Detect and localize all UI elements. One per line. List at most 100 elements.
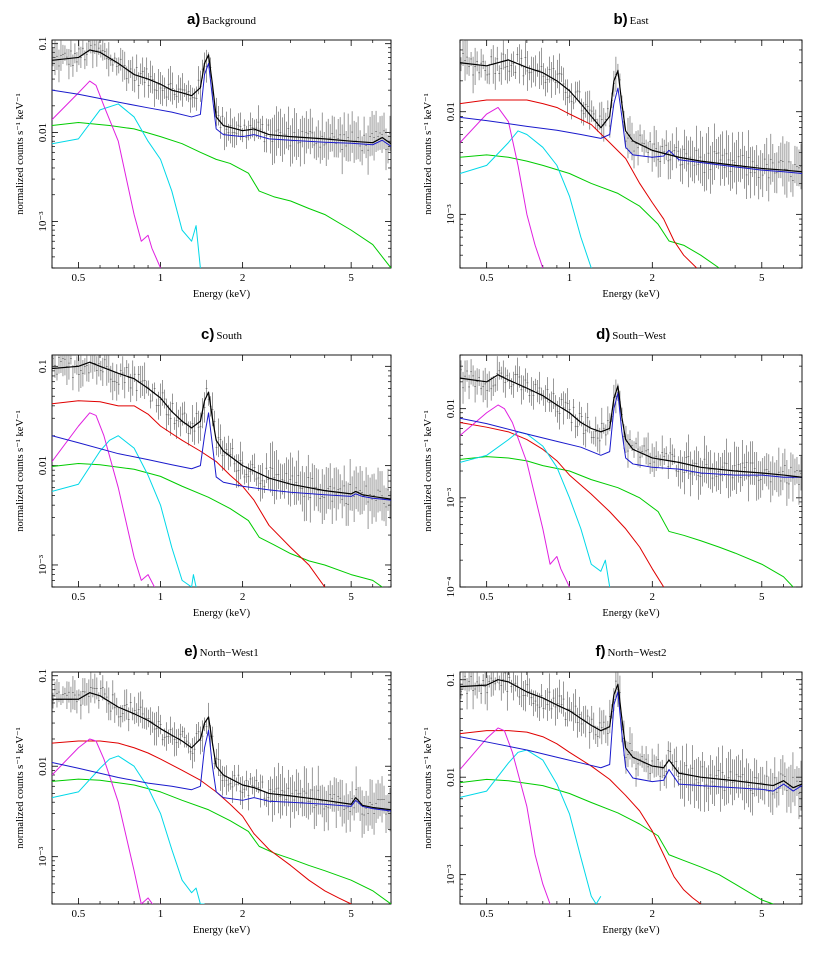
model-line-green <box>460 456 794 587</box>
x-tick-label: 5 <box>348 272 354 284</box>
panel-name: South <box>216 330 242 342</box>
panel-b: b) East 0.5 1 2 5 10⁻³ 0.01 Energy (keV) normaliz… <box>423 11 803 300</box>
y-tick-label: 10⁻⁴ <box>445 577 457 598</box>
x-tick-label: 2 <box>240 272 246 284</box>
x-tick-label: 1 <box>158 908 164 920</box>
panel-title: a) Background <box>187 11 257 28</box>
x-tick-label: 0.5 <box>72 591 86 603</box>
x-tick-label: 0.5 <box>72 908 86 920</box>
x-axis-label: Energy (keV) <box>193 925 251 936</box>
plot-frame <box>51 671 392 905</box>
model-line-magenta <box>52 738 161 904</box>
x-tick-label: 5 <box>759 591 765 603</box>
plot-frame <box>51 354 392 588</box>
y-axis-label: normalized counts s⁻¹ keV⁻¹ <box>15 727 26 848</box>
panel-name: North−West2 <box>607 647 666 659</box>
y-tick-label: 10⁻³ <box>445 204 457 225</box>
model-line-green <box>460 778 774 904</box>
x-tick-label: 2 <box>650 908 656 920</box>
x-axis-label: Energy (keV) <box>602 925 660 936</box>
model-line-blue <box>52 412 391 501</box>
model-line-magenta <box>52 412 155 587</box>
panel-letter: f) <box>595 643 605 660</box>
y-axis-label: normalized counts s⁻¹ keV⁻¹ <box>423 93 434 214</box>
plot-frame <box>51 39 392 269</box>
model-line-magenta <box>460 404 570 587</box>
y-tick-label: 0.1 <box>37 359 49 373</box>
data-points <box>460 356 802 506</box>
model-line-magenta <box>52 80 161 268</box>
x-tick-label: 5 <box>348 591 354 603</box>
y-tick-label: 0.1 <box>445 673 457 687</box>
panel-letter: a) <box>187 11 200 28</box>
data-points <box>52 355 391 530</box>
panel-name: Background <box>202 15 256 27</box>
panel-title: c) South <box>201 326 243 343</box>
model-line-green <box>460 154 720 268</box>
y-tick-label: 10⁻³ <box>445 864 457 885</box>
model-line-cyan <box>460 130 592 268</box>
x-tick-label: 0.5 <box>480 591 494 603</box>
model-line-cyan <box>460 431 611 587</box>
model-line-green <box>52 463 383 587</box>
model-line-green <box>52 778 391 904</box>
panel-d: d) South−West 0.5 1 2 5 10⁻⁴ 10⁻³ 0.01 Energy (ke… <box>423 326 803 619</box>
x-tick-label: 1 <box>567 272 573 284</box>
model-line-green <box>52 121 391 268</box>
plot-area <box>460 672 802 904</box>
panel-f: f) North−West2 0.5 1 2 5 10⁻³ 0.01 0.1 Energy (ke… <box>423 643 803 936</box>
data-points <box>460 40 802 202</box>
model-line-total <box>460 374 802 478</box>
y-tick-label: 0.1 <box>37 669 49 683</box>
x-tick-label: 5 <box>348 908 354 920</box>
model-line-blue <box>460 392 802 478</box>
panel-name: South−West <box>612 330 666 342</box>
model-line-cyan <box>52 103 201 268</box>
panel-title: d) South−West <box>596 326 666 343</box>
y-tick-label: 10⁻³ <box>445 487 457 508</box>
x-tick-label: 2 <box>650 591 656 603</box>
model-line-total <box>52 361 391 500</box>
model-line-red <box>460 421 665 587</box>
y-axis-label: normalized counts s⁻¹ keV⁻¹ <box>15 410 26 531</box>
panel-name: North−West1 <box>200 647 259 659</box>
model-line-red <box>52 400 326 587</box>
data-points <box>52 672 391 838</box>
y-tick-label: 0.01 <box>37 123 49 142</box>
panel-title: f) North−West2 <box>595 643 666 660</box>
model-line-cyan <box>52 755 205 904</box>
y-axis-label: normalized counts s⁻¹ keV⁻¹ <box>423 410 434 531</box>
model-line-total <box>52 692 391 811</box>
panel-e: e) North−West1 0.5 1 2 5 10⁻³ 0.01 0.1 Energy (ke… <box>15 643 392 936</box>
x-tick-label: 0.5 <box>480 272 494 284</box>
model-line-magenta <box>460 106 544 268</box>
y-tick-label: 10⁻³ <box>37 846 49 867</box>
y-tick-label: 0.1 <box>37 37 49 51</box>
x-tick-label: 1 <box>158 272 164 284</box>
x-axis-label: Energy (keV) <box>193 289 251 300</box>
model-line-red <box>52 740 352 904</box>
panel-c: c) South 0.5 1 2 5 10⁻³ 0.01 0.1 Energy (keV) norm… <box>15 326 392 619</box>
plot-area <box>460 356 802 587</box>
model-line-blue <box>460 87 802 175</box>
y-tick-label: 0.01 <box>445 102 457 121</box>
plot-frame <box>459 39 803 269</box>
panel-letter: d) <box>596 326 610 343</box>
panel-a: a) Background 0.5 1 2 5 10⁻³ 0.01 0.1 Energy (keV… <box>15 11 392 300</box>
x-axis-label: Energy (keV) <box>193 608 251 619</box>
data-points <box>460 672 802 820</box>
model-line-cyan <box>460 749 602 904</box>
model-line-red <box>460 730 702 904</box>
x-tick-label: 5 <box>759 908 765 920</box>
x-tick-label: 1 <box>158 591 164 603</box>
x-axis-label: Energy (keV) <box>602 289 660 300</box>
x-axis-label: Energy (keV) <box>602 608 660 619</box>
y-axis-label: normalized counts s⁻¹ keV⁻¹ <box>423 727 434 848</box>
model-line-blue <box>52 729 391 812</box>
x-tick-label: 0.5 <box>480 908 494 920</box>
plot-frame <box>459 671 803 905</box>
model-line-red <box>460 99 698 268</box>
plot-area <box>52 40 391 268</box>
model-line-total <box>52 49 391 145</box>
plot-area <box>460 40 802 268</box>
